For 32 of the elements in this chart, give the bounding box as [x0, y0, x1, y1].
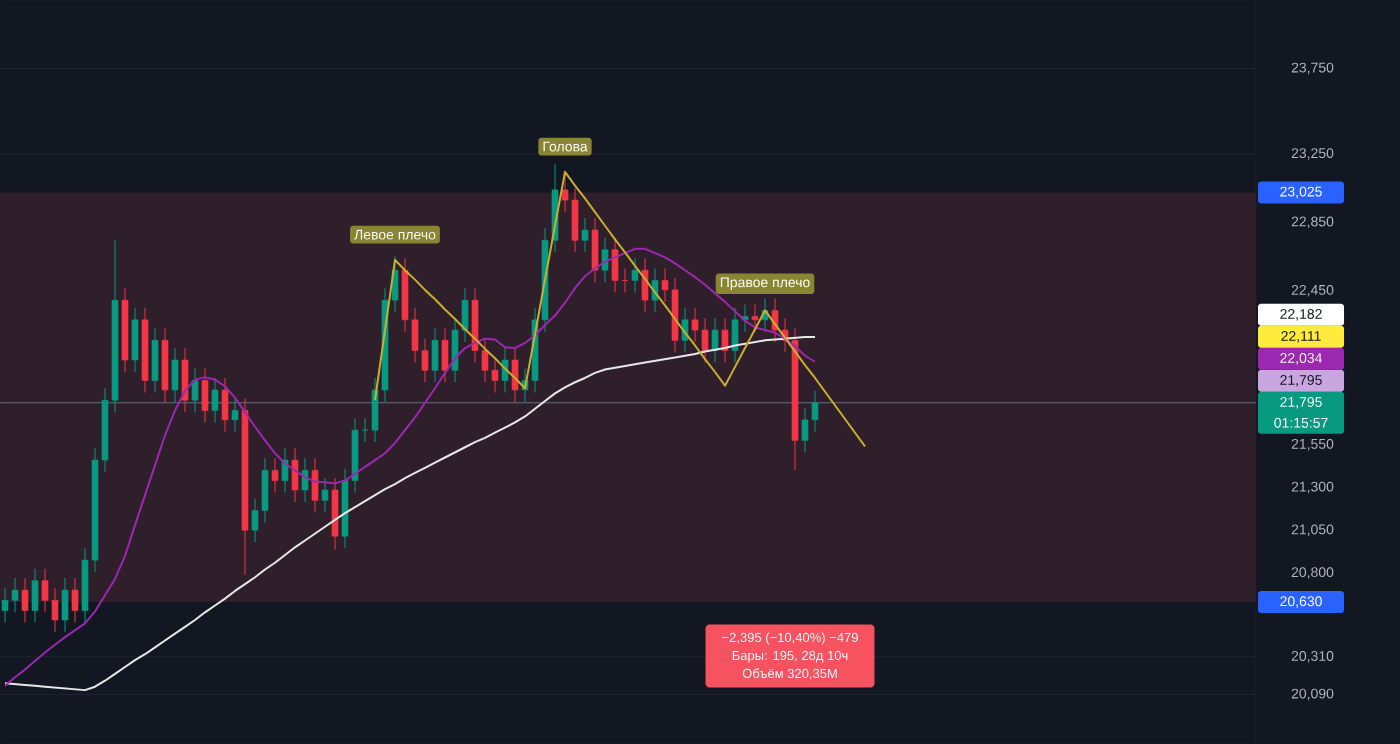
candlestick [191, 368, 199, 413]
candlestick [31, 568, 39, 624]
candlestick [311, 457, 319, 513]
candlestick [221, 377, 229, 433]
candlestick [641, 257, 649, 313]
candlestick [71, 577, 79, 624]
candlestick [281, 447, 289, 494]
candlestick [631, 257, 639, 293]
candlestick [721, 317, 729, 364]
candlestick [21, 577, 29, 624]
candlestick [291, 447, 299, 503]
candlestick [271, 457, 279, 494]
candlestick [131, 307, 139, 373]
candlestick [501, 347, 509, 394]
candlestick [301, 457, 309, 503]
candlestick [431, 327, 439, 383]
candlestick [331, 477, 339, 551]
candlestick [751, 303, 759, 333]
candlestick [441, 327, 449, 383]
candlestick [201, 368, 209, 423]
candlestick [231, 398, 239, 433]
candlestick [181, 347, 189, 413]
candlestick [61, 577, 69, 633]
candlestick [711, 317, 719, 364]
candlestick [601, 237, 609, 283]
candlestick [211, 377, 219, 423]
candlestick [581, 217, 589, 253]
candlestick [171, 347, 179, 403]
candlestick [321, 477, 329, 513]
candlestick [591, 217, 599, 283]
candlestick [511, 347, 519, 403]
candlestick [151, 327, 159, 394]
